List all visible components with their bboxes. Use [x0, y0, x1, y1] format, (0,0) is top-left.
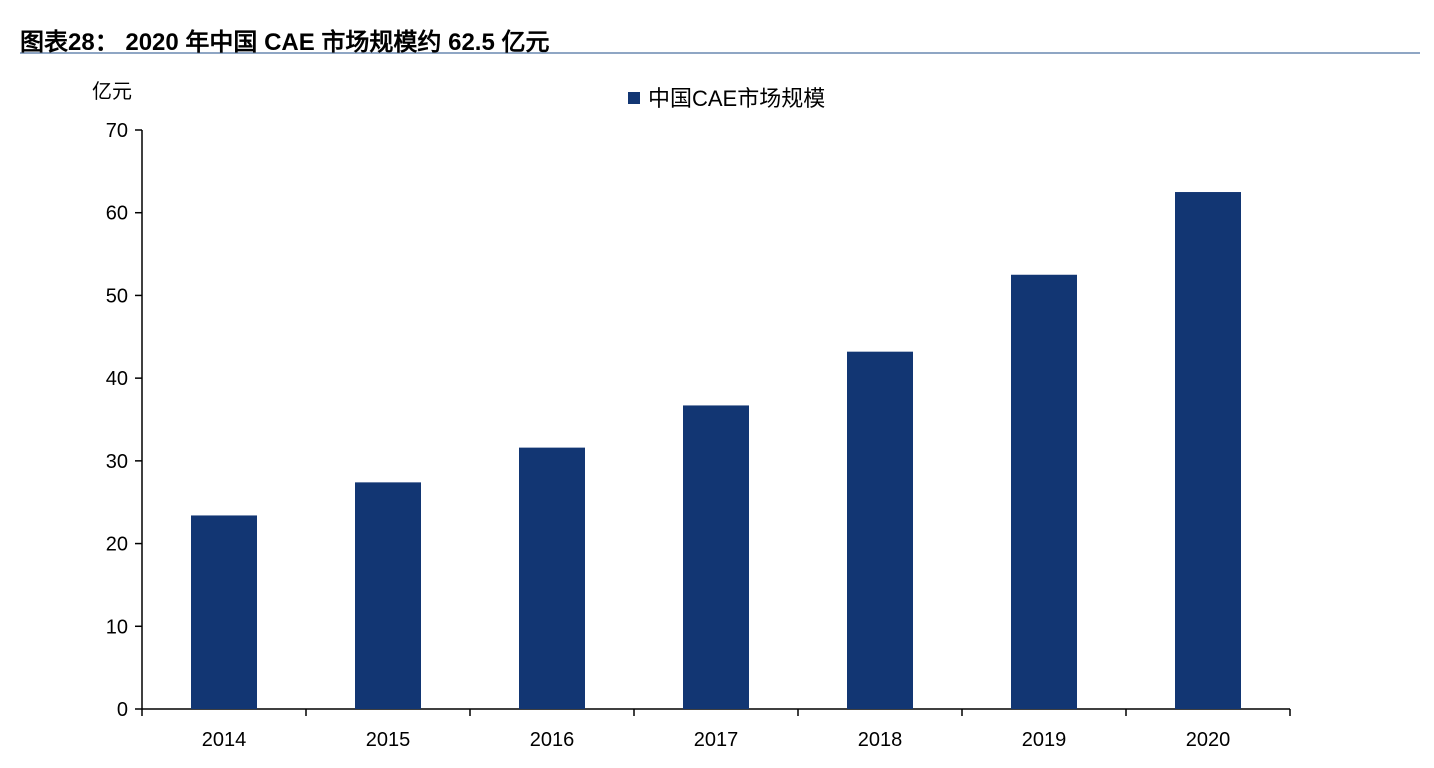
x-tick-label: 2016	[530, 729, 575, 751]
x-tick-label: 2018	[858, 729, 903, 751]
legend-swatch	[628, 92, 640, 104]
y-tick-label: 60	[106, 203, 128, 225]
figure-header: 图表28： 2020 年中国 CAE 市场规模约 62.5 亿元	[20, 18, 1420, 56]
x-tick-label: 2017	[694, 729, 739, 751]
figure-title: 图表28： 2020 年中国 CAE 市场规模约 62.5 亿元	[20, 29, 550, 56]
y-tick-label: 30	[106, 451, 128, 473]
y-tick-label: 0	[117, 699, 128, 721]
x-tick-label: 2014	[202, 729, 247, 751]
y-tick-label: 20	[106, 534, 128, 556]
plot-area: 0 10 20 30 40 50 60 70 2014 2015 2016 2017 2018 2019 2…	[106, 120, 1291, 751]
legend-label: 中国CAE市场规模	[648, 86, 825, 111]
y-tick-label: 50	[106, 285, 128, 307]
x-tick-label: 2020	[1186, 729, 1231, 751]
bar-2020	[1175, 192, 1241, 710]
bar-2015	[355, 482, 421, 709]
legend: 中国CAE市场规模	[628, 86, 825, 111]
bar-2016	[519, 447, 585, 709]
bar-2019	[1011, 274, 1077, 709]
y-axis-unit-label: 亿元	[92, 80, 132, 103]
bar-2017	[683, 405, 749, 709]
y-tick-label: 10	[106, 616, 128, 638]
x-tick-label: 2015	[366, 729, 411, 751]
bar-2014	[191, 515, 257, 709]
bar-2018	[847, 351, 913, 709]
y-tick-label: 70	[106, 120, 128, 142]
y-tick-label: 40	[106, 368, 128, 390]
x-tick-label: 2019	[1022, 729, 1067, 751]
